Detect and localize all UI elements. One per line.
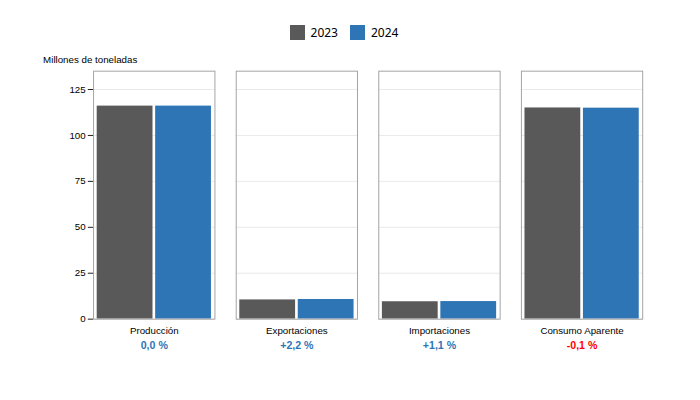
svg-text:Consumo Aparente: Consumo Aparente bbox=[540, 325, 623, 336]
svg-text:0,0 %: 0,0 % bbox=[141, 339, 169, 351]
svg-text:50: 50 bbox=[75, 221, 86, 232]
svg-text:Importaciones: Importaciones bbox=[409, 325, 470, 336]
svg-text:Exportaciones: Exportaciones bbox=[266, 325, 328, 336]
svg-text:+1,1 %: +1,1 % bbox=[423, 339, 457, 351]
svg-text:-0,1 %: -0,1 % bbox=[567, 339, 598, 351]
svg-text:125: 125 bbox=[69, 84, 85, 95]
svg-text:Producción: Producción bbox=[130, 325, 179, 336]
svg-text:75: 75 bbox=[75, 175, 86, 186]
svg-text:+2,2 %: +2,2 % bbox=[280, 339, 314, 351]
svg-text:Millones de toneladas: Millones de toneladas bbox=[43, 54, 137, 65]
svg-text:100: 100 bbox=[69, 130, 86, 141]
svg-text:25: 25 bbox=[75, 267, 86, 278]
html-text:2023: 2023 bbox=[310, 24, 338, 41]
html-text:2024: 2024 bbox=[371, 24, 399, 41]
svg-text:0: 0 bbox=[80, 313, 86, 324]
